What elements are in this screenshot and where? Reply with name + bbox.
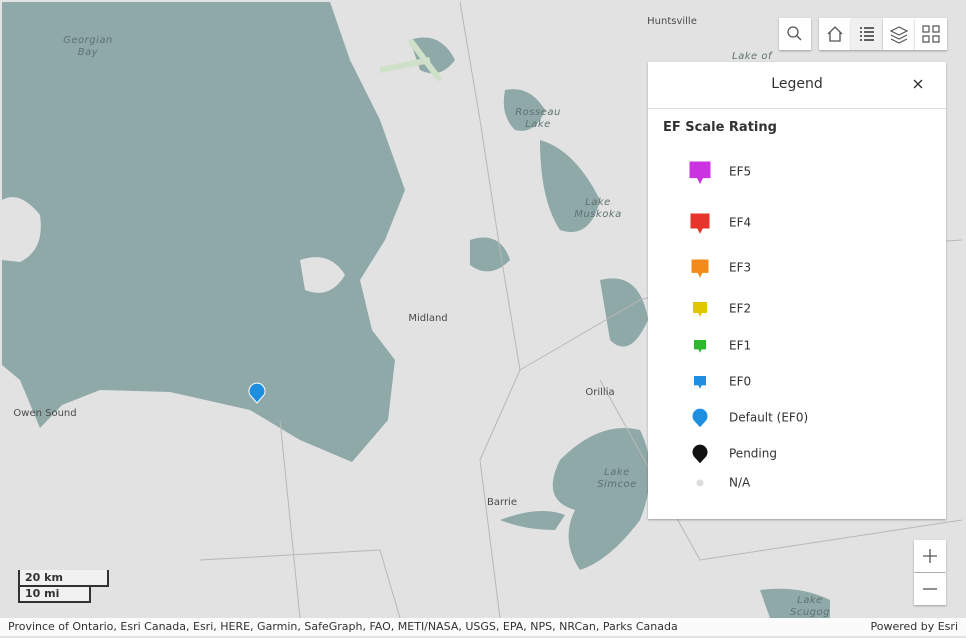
town-label: Owen Sound: [13, 408, 76, 419]
town-label: Huntsville: [647, 16, 697, 27]
water-label: Simcoe: [597, 479, 637, 490]
water-label: Lake: [604, 467, 630, 478]
scale-metric: 20 km: [25, 571, 63, 584]
town-label: Orillia: [585, 387, 614, 398]
zoom-in[interactable]: [914, 540, 946, 572]
water-label: Bay: [78, 47, 99, 58]
attribution-bar: Province of Ontario, Esri Canada, Esri, …: [0, 618, 966, 636]
close-button[interactable]: [910, 76, 926, 92]
legend-label: EF4: [729, 216, 751, 230]
legend-label: Default (EF0): [729, 411, 808, 425]
lake-scugog: [760, 588, 830, 618]
water-label: Lake: [797, 595, 823, 606]
water-label: Georgian: [63, 35, 113, 46]
lake-simcoe: [552, 428, 650, 570]
powered-by[interactable]: Powered by Esri: [870, 620, 958, 633]
legend-symbol: [693, 339, 707, 355]
water-label: Lake of: [732, 51, 773, 62]
legend-symbol: [696, 479, 704, 487]
lake-muskoka: [540, 140, 600, 232]
legend-label: EF0: [729, 375, 751, 389]
legend-symbol: [692, 301, 708, 320]
water-label: Lake: [585, 197, 611, 208]
legend-label: N/A: [729, 476, 751, 490]
park: [379, 38, 443, 82]
legend-label: EF5: [729, 165, 751, 179]
basemap-button[interactable]: [915, 18, 947, 50]
legend-label: EF3: [729, 261, 751, 275]
legend-items: EF5 EF4 EF3 EF2 EF1 EF0 Default (EF0) Pending N/…: [688, 160, 808, 490]
legend-symbol: [691, 407, 709, 429]
legend-symbol: [693, 375, 707, 391]
legend-label: Pending: [729, 447, 777, 461]
legend-symbol: [688, 160, 712, 187]
home-button[interactable]: [819, 18, 851, 50]
lake-rosseau: [503, 89, 545, 131]
legend-section-title: EF Scale Rating: [663, 120, 777, 135]
scale-bar: [18, 570, 109, 603]
legend-header: Legend: [648, 62, 946, 109]
water-label: Scugog: [790, 607, 830, 618]
water-label: Muskoka: [574, 209, 622, 220]
legend-title: Legend: [771, 76, 823, 92]
kempenfelt-bay: [500, 511, 565, 530]
layers-button[interactable]: [883, 18, 915, 50]
zoom-out[interactable]: [914, 573, 946, 605]
town-label: Barrie: [487, 497, 517, 508]
island: [300, 257, 345, 293]
road: [199, 1, 963, 619]
legend-symbol: [691, 443, 709, 465]
legend-label: EF2: [729, 302, 751, 316]
georgian-bay: [2, 2, 405, 462]
town-label: Midland: [408, 313, 447, 324]
water-label: Rosseau: [515, 107, 561, 118]
legend-symbol: [690, 258, 710, 280]
water-label: Lake: [525, 119, 551, 130]
tornado-marker[interactable]: [248, 382, 266, 404]
legend-panel: Legend EF Scale Rating EF5 EF4 EF3 EF2 EF1 EF…: [648, 62, 946, 519]
legend-label: EF1: [729, 339, 751, 353]
attribution: Province of Ontario, Esri Canada, Esri, …: [8, 620, 678, 633]
island: [2, 197, 41, 262]
scale-imperial: 10 mi: [25, 587, 60, 600]
legend-button[interactable]: [851, 18, 883, 50]
search-button[interactable]: [779, 18, 811, 50]
legend-symbol: [689, 212, 711, 237]
